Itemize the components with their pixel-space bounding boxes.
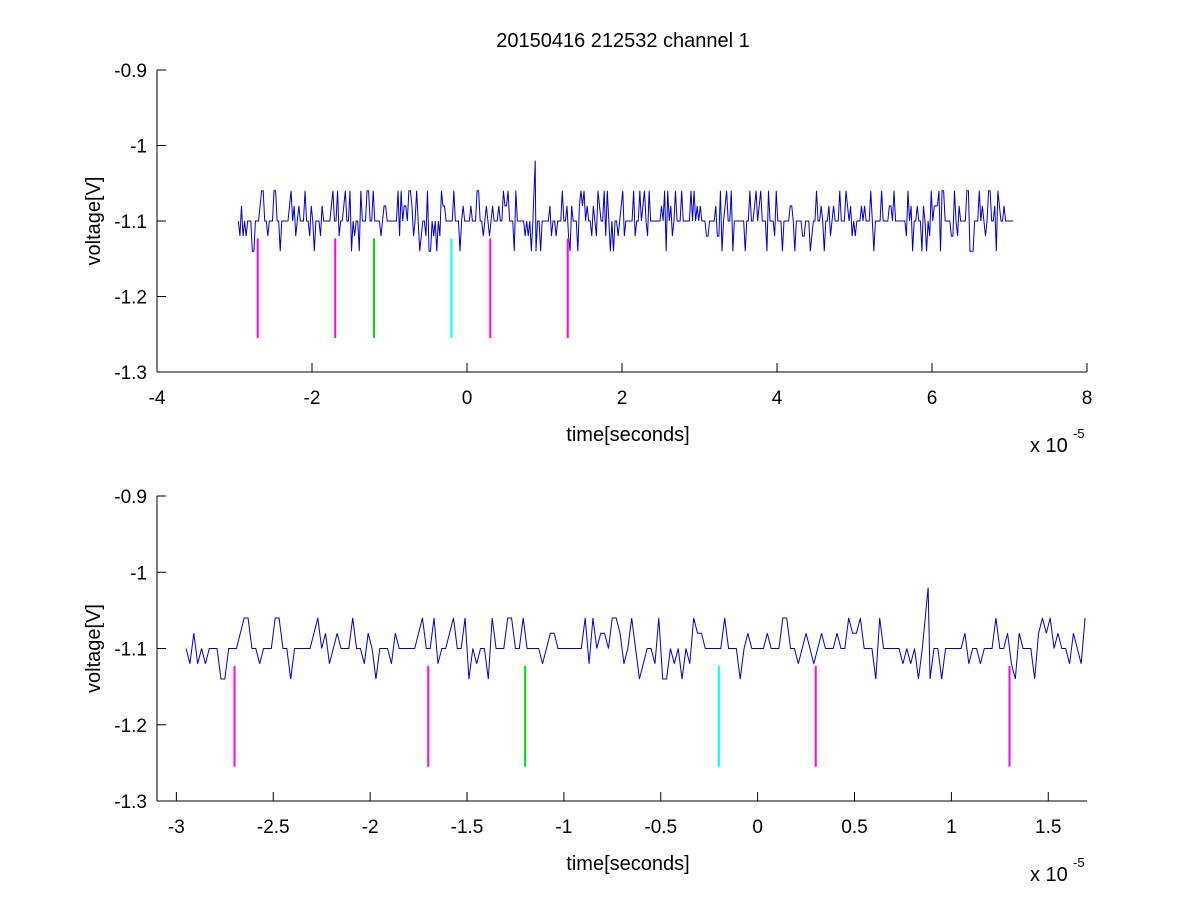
x-tick-label: -0.5 [644, 817, 677, 838]
x-tick-label: -1.5 [451, 817, 484, 838]
x-tick-label: -3 [168, 817, 185, 838]
x-exponent-label: x 10 [1030, 435, 1068, 457]
x-tick-label: -2.5 [257, 817, 290, 838]
bottom-subplot: -3 -2.5 -2 -1.5 -1 -0.5 0 0.5 1 1.5 -0.9 -1 -1.1 -1.2… [83, 487, 1087, 886]
y-tick-label: -1.1 [114, 640, 147, 661]
x-tick-label: 0 [752, 817, 763, 838]
y-axis-label: voltage[V] [83, 604, 105, 693]
x-tick-label: 0.5 [841, 817, 867, 838]
x-tick-label: 2 [617, 388, 628, 409]
y-tick-label: -1.3 [114, 792, 147, 813]
y-tick-label: -0.9 [114, 487, 147, 508]
x-tick-label: -4 [149, 388, 166, 409]
y-tick-label: -1 [130, 563, 147, 584]
x-tick-label: 8 [1082, 388, 1093, 409]
x-tick-label: 1.5 [1035, 817, 1061, 838]
y-tick-label: -1.1 [114, 212, 147, 233]
x-tick-label: -2 [304, 388, 321, 409]
figure-title: 20150416 212532 channel 1 [496, 30, 750, 52]
x-tick-label: 1 [946, 817, 957, 838]
signal-trace [185, 587, 1086, 680]
x-exponent-power: -5 [1073, 855, 1085, 870]
x-tick-label: 6 [927, 388, 938, 409]
y-tick-label: -1 [130, 137, 147, 158]
signal-trace [237, 160, 1014, 252]
x-axis-label: time[seconds] [566, 424, 689, 446]
y-tick-label: -1.2 [114, 716, 147, 737]
y-tick-label: -1.3 [114, 363, 147, 384]
x-tick-label: -1 [555, 817, 572, 838]
x-axis-label: time[seconds] [566, 853, 689, 875]
x-tick-label: 0 [462, 388, 473, 409]
y-axis-label: voltage[V] [83, 177, 105, 266]
x-tick-label: 4 [772, 388, 783, 409]
y-tick-label: -0.9 [114, 61, 147, 82]
y-tick-label: -1.2 [114, 288, 147, 309]
top-subplot: -4 -2 0 2 4 6 8 -0.9 -1 -1.1 -1.2 -1.3 time[seconds]… [83, 61, 1092, 457]
x-exponent-label: x 10 [1030, 864, 1068, 886]
x-exponent-power: -5 [1073, 426, 1085, 441]
x-tick-label: -2 [362, 817, 379, 838]
